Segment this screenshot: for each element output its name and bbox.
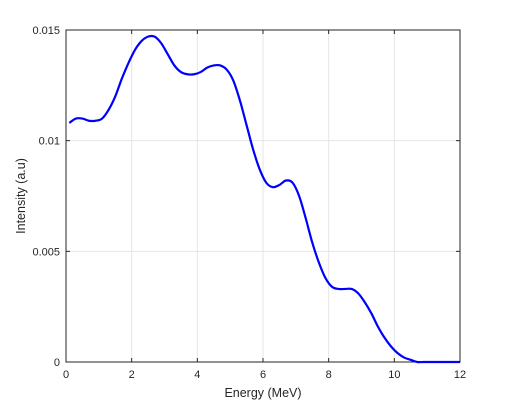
series-line: [68, 34, 460, 364]
tick-labels: 0 2 4 6 8 10 12 0 0.005 0.01 0.015: [32, 25, 466, 381]
x-tick-label: 4: [194, 369, 200, 381]
x-tick-label: 12: [454, 369, 466, 381]
grid: [65, 29, 461, 363]
y-tick-label: 0.005: [32, 246, 60, 258]
y-axis-title: Intensity (a.u): [14, 158, 28, 234]
x-tick-label: 2: [129, 369, 135, 381]
x-tick-label: 8: [326, 369, 332, 381]
x-axis-title: Energy (MeV): [224, 386, 301, 400]
x-tick-label: 10: [388, 369, 400, 381]
x-tick-label: 6: [260, 369, 266, 381]
series-layer: [68, 34, 460, 364]
y-tick-label: 0.01: [39, 136, 60, 148]
y-tick-label: 0.015: [32, 25, 60, 37]
x-tick-label: 0: [63, 369, 69, 381]
y-tick-label: 0: [54, 357, 60, 369]
